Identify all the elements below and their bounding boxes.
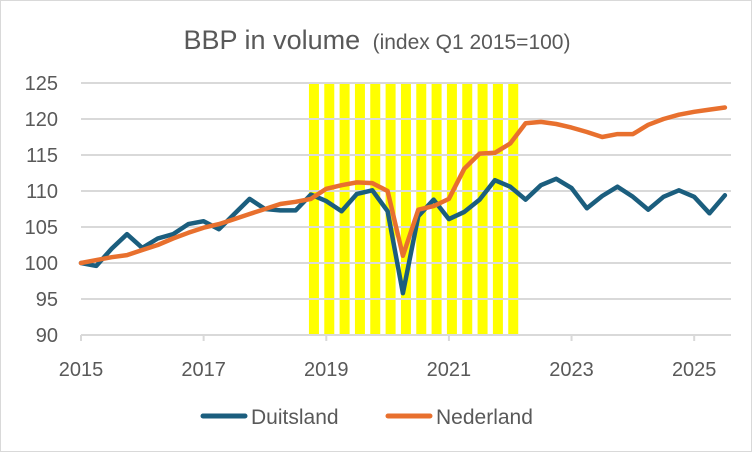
y-tick-label: 100 — [25, 253, 58, 275]
y-tick-label: 90 — [36, 325, 58, 347]
chart-subtitle: (index Q1 2015=100) — [373, 31, 571, 54]
y-axis-labels: 90 95 100 105 110 115 120 125 — [25, 73, 58, 347]
series-line-duitsland — [78, 176, 728, 296]
x-axis — [80, 334, 731, 341]
x-axis-labels: 2015 2017 2019 2021 2023 2025 — [59, 359, 717, 381]
highlight-bar — [508, 83, 519, 335]
y-tick-label: 125 — [25, 73, 58, 95]
chart-title-main: BBP in volume — [184, 25, 361, 55]
y-tick-label: 95 — [36, 289, 58, 311]
legend-label-duitsland: Duitsland — [251, 406, 339, 429]
highlight-bar — [354, 83, 365, 335]
y-tick-label: 110 — [26, 181, 58, 203]
x-tick-label: 2025 — [672, 359, 717, 381]
x-tick-label: 2015 — [59, 359, 104, 381]
y-tick-label: 115 — [26, 145, 58, 167]
series-line-nederland — [78, 105, 728, 266]
y-tick-label: 120 — [25, 109, 58, 131]
highlight-bar — [446, 83, 457, 335]
x-tick-label: 2021 — [427, 359, 472, 381]
chart-title: BBP in volume (index Q1 2015=100) — [184, 25, 571, 55]
x-tick-label: 2023 — [549, 359, 594, 381]
highlight-bar — [431, 83, 442, 335]
legend-label-nederland: Nederland — [436, 406, 533, 429]
y-tick-label: 105 — [25, 217, 58, 239]
x-tick-label: 2017 — [181, 359, 226, 381]
highlight-bar — [324, 83, 335, 335]
x-tick-label: 2019 — [304, 359, 349, 381]
highlight-bar — [308, 83, 319, 335]
series-lines — [78, 105, 728, 296]
highlight-bar — [492, 83, 503, 335]
highlight-bar — [400, 83, 411, 335]
highlight-bar — [477, 83, 488, 335]
legend: Duitsland Nederland — [200, 406, 533, 429]
highlight-bar — [370, 83, 381, 335]
